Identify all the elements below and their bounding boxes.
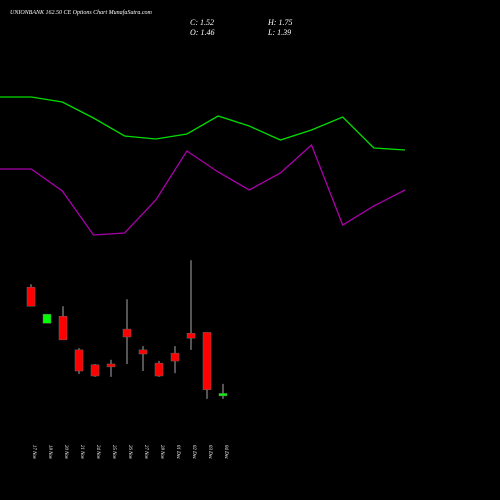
candle-body — [202, 332, 212, 390]
ohlc-info: L: 1.39 — [267, 28, 291, 37]
x-tick-label: 25 Nov — [111, 445, 116, 460]
x-tick-label: 20 Nov — [63, 445, 68, 460]
candle-body — [154, 362, 164, 377]
x-tick-label: 17 Nov — [31, 445, 36, 460]
candle-body — [218, 393, 228, 397]
candle-body — [122, 328, 132, 338]
x-tick-label: 01 Dec — [175, 445, 180, 460]
x-tick-label: 02 Dec — [191, 445, 196, 460]
indicator-line — [0, 143, 406, 236]
x-tick-label: 28 Nov — [159, 445, 164, 460]
ohlc-info: C: 1.52 — [190, 18, 214, 27]
ohlc-info: H: 1.75 — [267, 18, 292, 27]
candle-body — [42, 313, 52, 324]
x-tick-label: 04 Dec — [223, 445, 228, 460]
candle-body — [106, 363, 116, 368]
chart-title: UNIONBANK 162.50 CE Options Chart Munafa… — [10, 9, 153, 16]
candle-body — [26, 286, 36, 307]
x-tick-label: 24 Nov — [95, 445, 100, 460]
candle-body — [90, 364, 100, 377]
candle-body — [74, 349, 84, 372]
x-tick-label: 21 Nov — [79, 445, 84, 460]
x-tick-label: 26 Nov — [127, 445, 132, 460]
x-tick-label: 27 Nov — [143, 445, 148, 460]
ohlc-info: O: 1.46 — [190, 28, 214, 37]
candle-body — [138, 349, 148, 355]
candle-body — [58, 315, 68, 341]
candle-body — [186, 332, 196, 339]
indicator-line — [0, 96, 406, 151]
candle-body — [170, 352, 180, 362]
x-tick-label: 03 Dec — [207, 445, 212, 460]
x-tick-label: 18 Nov — [47, 445, 52, 460]
